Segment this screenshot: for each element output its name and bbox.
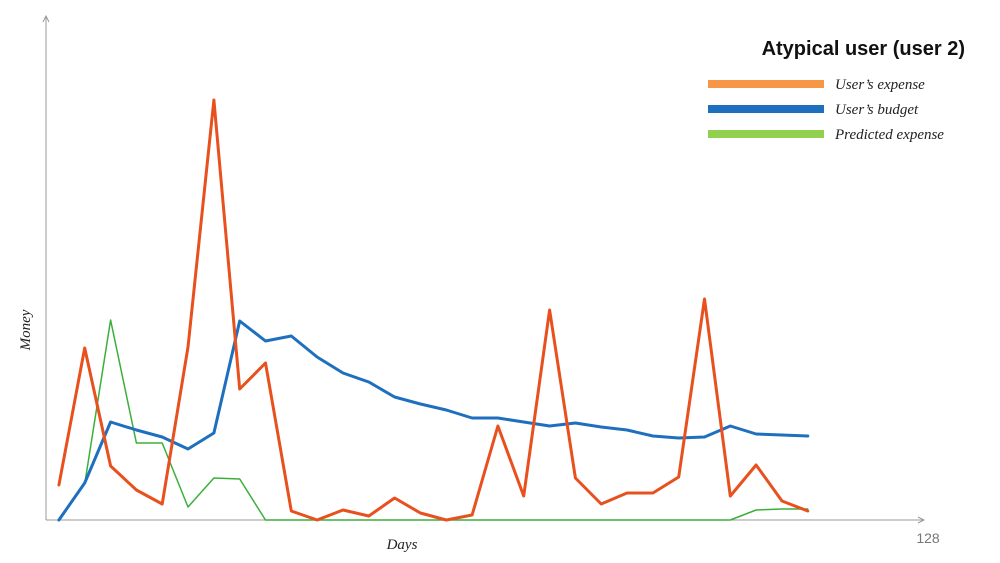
legend-swatch-predicted-expense <box>708 130 824 138</box>
y-axis-label: Money <box>18 309 34 351</box>
series-line-predicted-expense <box>58 319 809 521</box>
series-line-users-budget <box>57 319 810 522</box>
y-axis-arrow <box>42 14 50 23</box>
legend-swatch-users-expense <box>708 80 824 88</box>
legend-label-users-budget: User’s budget <box>835 102 919 118</box>
series-line-users-expense <box>57 98 810 522</box>
x-tick-label: 128 <box>916 530 940 546</box>
x-axis-arrow <box>917 516 926 524</box>
legend: User’s expense User’s budget Predicted e… <box>708 77 944 143</box>
series-layer <box>57 98 810 522</box>
axes <box>42 14 926 524</box>
chart-title: Atypical user (user 2) <box>762 38 965 60</box>
legend-swatch-users-budget <box>708 105 824 113</box>
legend-label-predicted-expense: Predicted expense <box>834 127 944 143</box>
legend-label-users-expense: User’s expense <box>835 77 925 93</box>
x-axis-label: Days <box>386 537 418 553</box>
